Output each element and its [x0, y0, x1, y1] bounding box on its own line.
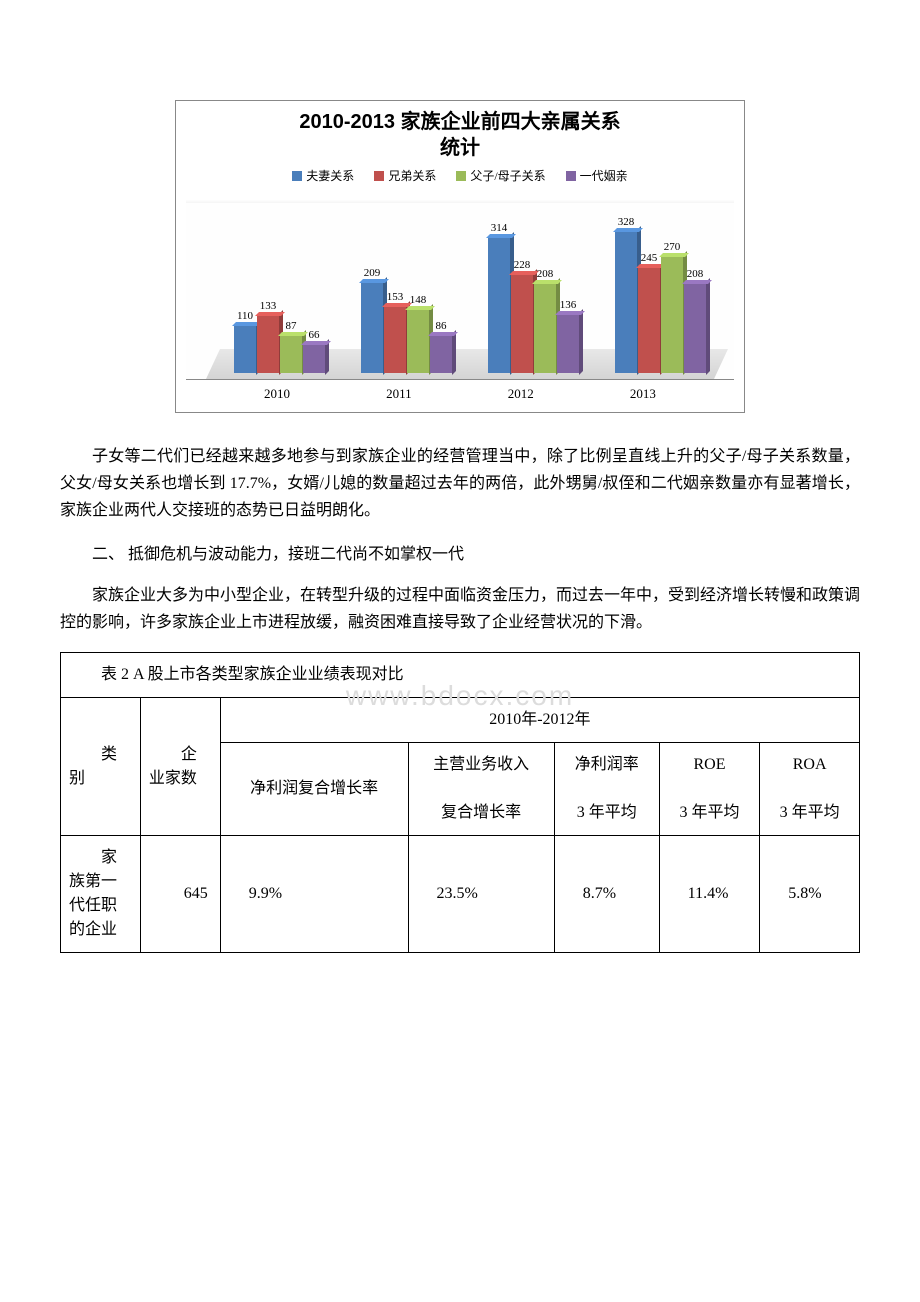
cell-v4: 11.4%	[659, 836, 760, 953]
x-label-1: 2011	[386, 386, 412, 402]
x-label-3: 2013	[630, 386, 656, 402]
th-revenue-b: 复合增长率	[441, 804, 521, 821]
legend-swatch-3	[566, 171, 576, 181]
th-net-profit: 净利润复合增长率	[220, 743, 408, 836]
cell-v1: 9.9%	[220, 836, 408, 953]
bar-groups: 1101338766209153148863142282081363282452…	[216, 203, 724, 373]
th-roe-b: 3 年平均	[679, 804, 739, 821]
bar-1-0: 209	[361, 283, 383, 373]
bar-group-2: 314228208136	[488, 238, 579, 373]
th-roe-a: ROE	[693, 756, 725, 773]
x-label-0: 2010	[264, 386, 290, 402]
bar-value-label: 270	[664, 241, 681, 253]
th-roa: ROA 3 年平均	[760, 743, 860, 836]
bar-2-0: 314	[488, 238, 510, 373]
th-roa-a: ROA	[793, 756, 827, 773]
th-revenue-a: 主营业务收入	[433, 756, 529, 773]
bar-value-label: 110	[237, 310, 253, 322]
paragraph-1: 子女等二代们已经越来越多地参与到家族企业的经营管理当中，除了比例呈直线上升的父子…	[60, 443, 860, 525]
table-row: 家族第一代任职的企业 645 9.9% 23.5% 8.7% 11.4% 5.8…	[61, 836, 860, 953]
bar-value-label: 314	[491, 222, 508, 234]
bar-value-label: 209	[364, 267, 381, 279]
bar-value-label: 136	[560, 299, 577, 311]
th-revenue: 主营业务收入 复合增长率	[408, 743, 554, 836]
table-caption: 表 2 A 股上市各类型家族企业业绩表现对比	[61, 653, 860, 698]
legend-swatch-2	[456, 171, 466, 181]
bar-1-3: 86	[430, 336, 452, 373]
bar-0-2: 87	[280, 336, 302, 373]
bar-2-3: 136	[557, 315, 579, 373]
th-category: 类别	[61, 698, 141, 836]
legend-swatch-0	[292, 171, 302, 181]
bar-value-label: 148	[410, 294, 427, 306]
bar-value-label: 153	[387, 291, 404, 303]
chart-title-line1: 2010-2013 家族企业前四大亲属关系	[299, 111, 620, 133]
table-caption-text: 表 2 A 股上市各类型家族企业业绩表现对比	[101, 666, 404, 683]
th-count-text: 企业家数	[149, 746, 197, 787]
cell-v2: 23.5%	[408, 836, 554, 953]
th-roe: ROE 3 年平均	[659, 743, 760, 836]
th-margin: 净利润率 3 年平均	[554, 743, 659, 836]
bar-value-label: 208	[687, 268, 704, 280]
bar-3-1: 245	[638, 268, 660, 373]
bar-group-3: 328245270208	[615, 232, 706, 373]
bar-0-1: 133	[257, 316, 279, 373]
chart-plot-area: 1101338766209153148863142282081363282452…	[186, 200, 734, 380]
th-roa-b: 3 年平均	[780, 804, 840, 821]
cell-category-text: 家族第一代任职的企业	[69, 849, 117, 938]
bar-2-1: 228	[511, 275, 533, 373]
legend-item-0: 夫妻关系	[292, 167, 354, 184]
bar-3-0: 328	[615, 232, 637, 373]
x-label-2: 2012	[508, 386, 534, 402]
table-header-row-1: 类别 企业家数 2010年-2012年	[61, 698, 860, 743]
th-margin-a: 净利润率	[575, 756, 639, 773]
bar-group-1: 20915314886	[361, 283, 452, 373]
bar-value-label: 133	[260, 300, 277, 312]
bar-3-2: 270	[661, 257, 683, 373]
bar-value-label: 245	[641, 252, 658, 264]
chart-title-line2: 统计	[440, 137, 480, 159]
chart-title: 2010-2013 家族企业前四大亲属关系 统计	[186, 109, 734, 161]
bar-0-0: 110	[234, 326, 256, 373]
legend-item-3: 一代姻亲	[566, 167, 628, 184]
bar-chart-container: 2010-2013 家族企业前四大亲属关系 统计 夫妻关系 兄弟关系 父子/母子…	[175, 100, 745, 413]
legend-item-2: 父子/母子关系	[456, 167, 545, 184]
legend-label-1: 兄弟关系	[388, 167, 436, 184]
th-category-text: 类别	[69, 746, 117, 787]
cell-v5: 5.8%	[760, 836, 860, 953]
bar-3-3: 208	[684, 284, 706, 373]
th-period: 2010年-2012年	[220, 698, 859, 743]
th-net-profit-text: 净利润复合增长率	[250, 780, 378, 797]
bar-2-2: 208	[534, 284, 556, 373]
bar-value-label: 228	[514, 259, 531, 271]
legend-item-1: 兄弟关系	[374, 167, 436, 184]
section-heading: 二、 抵御危机与波动能力，接班二代尚不如掌权一代	[60, 541, 860, 568]
cell-category: 家族第一代任职的企业	[61, 836, 141, 953]
legend-label-3: 一代姻亲	[580, 167, 628, 184]
bar-1-2: 148	[407, 310, 429, 373]
th-margin-b: 3 年平均	[577, 804, 637, 821]
bar-1-1: 153	[384, 307, 406, 373]
table-caption-row: 表 2 A 股上市各类型家族企业业绩表现对比	[61, 653, 860, 698]
performance-table: 表 2 A 股上市各类型家族企业业绩表现对比 类别 企业家数 2010年-201…	[60, 652, 860, 953]
cell-v3: 8.7%	[554, 836, 659, 953]
bar-value-label: 86	[436, 320, 447, 332]
bar-value-label: 66	[309, 329, 320, 341]
th-period-text: 2010年-2012年	[489, 711, 590, 728]
legend-label-2: 父子/母子关系	[470, 167, 545, 184]
cell-count-text: 645	[184, 885, 208, 902]
th-count: 企业家数	[140, 698, 220, 836]
bar-value-label: 328	[618, 216, 635, 228]
legend-swatch-1	[374, 171, 384, 181]
chart-legend: 夫妻关系 兄弟关系 父子/母子关系 一代姻亲	[186, 167, 734, 184]
legend-label-0: 夫妻关系	[306, 167, 354, 184]
bar-group-0: 1101338766	[234, 316, 325, 373]
bar-0-3: 66	[303, 345, 325, 373]
paragraph-2: 家族企业大多为中小型企业，在转型升级的过程中面临资金压力，而过去一年中，受到经济…	[60, 582, 860, 636]
bar-value-label: 208	[537, 268, 554, 280]
bar-value-label: 87	[286, 320, 297, 332]
cell-count: 645	[140, 836, 220, 953]
chart-x-axis: 2010 2011 2012 2013	[186, 380, 734, 402]
